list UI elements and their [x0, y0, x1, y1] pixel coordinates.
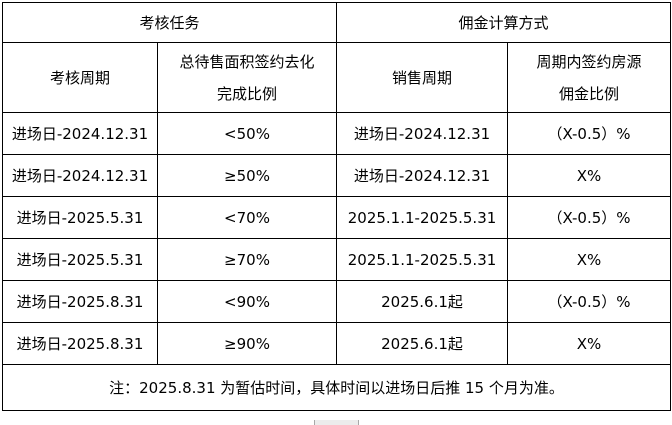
table-row: 进场日-2025.8.31 <90% 2025.6.1起 （X-0.5）%	[2, 280, 672, 323]
cell-completion-ratio: ≥70%	[156, 238, 338, 281]
header-commission-rate-line1: 周期内签约房源	[536, 52, 642, 71]
cell-completion-ratio: <90%	[156, 280, 338, 323]
commission-rules-table: 考核任务 佣金计算方式 考核周期 总待售面积签约去化 完成比例 销售周期 周期内…	[1, 2, 672, 411]
header-completion-ratio-line1: 总待售面积签约去化	[179, 52, 315, 71]
table-resize-handle[interactable]	[314, 420, 359, 425]
cell-commission-rate: （X-0.5）%	[507, 280, 672, 323]
cell-sales-period: 2025.6.1起	[336, 280, 509, 323]
header-row-2: 考核周期 总待售面积签约去化 完成比例 销售周期 周期内签约房源 佣金比例	[2, 42, 672, 113]
header-commission-rate: 周期内签约房源 佣金比例	[507, 42, 672, 113]
cell-assessment-period: 进场日-2025.5.31	[2, 238, 158, 281]
header-sales-period: 销售周期	[336, 42, 509, 113]
cell-assessment-period: 进场日-2025.8.31	[2, 280, 158, 323]
header-completion-ratio: 总待售面积签约去化 完成比例	[156, 42, 338, 113]
cell-completion-ratio: <50%	[156, 112, 338, 155]
cell-completion-ratio: <70%	[156, 196, 338, 239]
cell-commission-rate: （X-0.5）%	[507, 196, 672, 239]
table-row: 进场日-2024.12.31 <50% 进场日-2024.12.31 （X-0.…	[2, 112, 672, 155]
note-row: 注：2025.8.31 为暂估时间，具体时间以进场日后推 15 个月为准。	[1, 364, 672, 411]
footnote-text: 注：2025.8.31 为暂估时间，具体时间以进场日后推 15 个月为准。	[1, 364, 672, 411]
header-assessment-task: 考核任务	[1, 2, 338, 43]
table-row: 进场日-2025.8.31 ≥90% 2025.6.1起 X%	[2, 322, 672, 365]
header-row-1: 考核任务 佣金计算方式	[1, 2, 672, 43]
cell-assessment-period: 进场日-2025.5.31	[2, 196, 158, 239]
cell-completion-ratio: ≥90%	[156, 322, 338, 365]
table-row: 进场日-2025.5.31 <70% 2025.1.1-2025.5.31 （X…	[2, 196, 672, 239]
cell-completion-ratio: ≥50%	[156, 154, 338, 197]
table-row: 进场日-2025.5.31 ≥70% 2025.1.1-2025.5.31 X%	[2, 238, 672, 281]
header-completion-ratio-line2: 完成比例	[217, 84, 278, 103]
cell-commission-rate: X%	[507, 238, 672, 281]
header-assessment-period: 考核周期	[2, 42, 158, 113]
header-commission-rate-line2: 佣金比例	[559, 84, 620, 103]
cell-sales-period: 进场日-2024.12.31	[336, 112, 509, 155]
cell-assessment-period: 进场日-2024.12.31	[2, 154, 158, 197]
cell-commission-rate: （X-0.5）%	[507, 112, 672, 155]
cell-sales-period: 2025.1.1-2025.5.31	[336, 238, 509, 281]
cell-commission-rate: X%	[507, 154, 672, 197]
cell-commission-rate: X%	[507, 322, 672, 365]
table-row: 进场日-2024.12.31 ≥50% 进场日-2024.12.31 X%	[2, 154, 672, 197]
cell-sales-period: 进场日-2024.12.31	[336, 154, 509, 197]
cell-sales-period: 2025.6.1起	[336, 322, 509, 365]
cell-sales-period: 2025.1.1-2025.5.31	[336, 196, 509, 239]
cell-assessment-period: 进场日-2024.12.31	[2, 112, 158, 155]
cell-assessment-period: 进场日-2025.8.31	[2, 322, 158, 365]
header-commission-method: 佣金计算方式	[336, 2, 672, 43]
